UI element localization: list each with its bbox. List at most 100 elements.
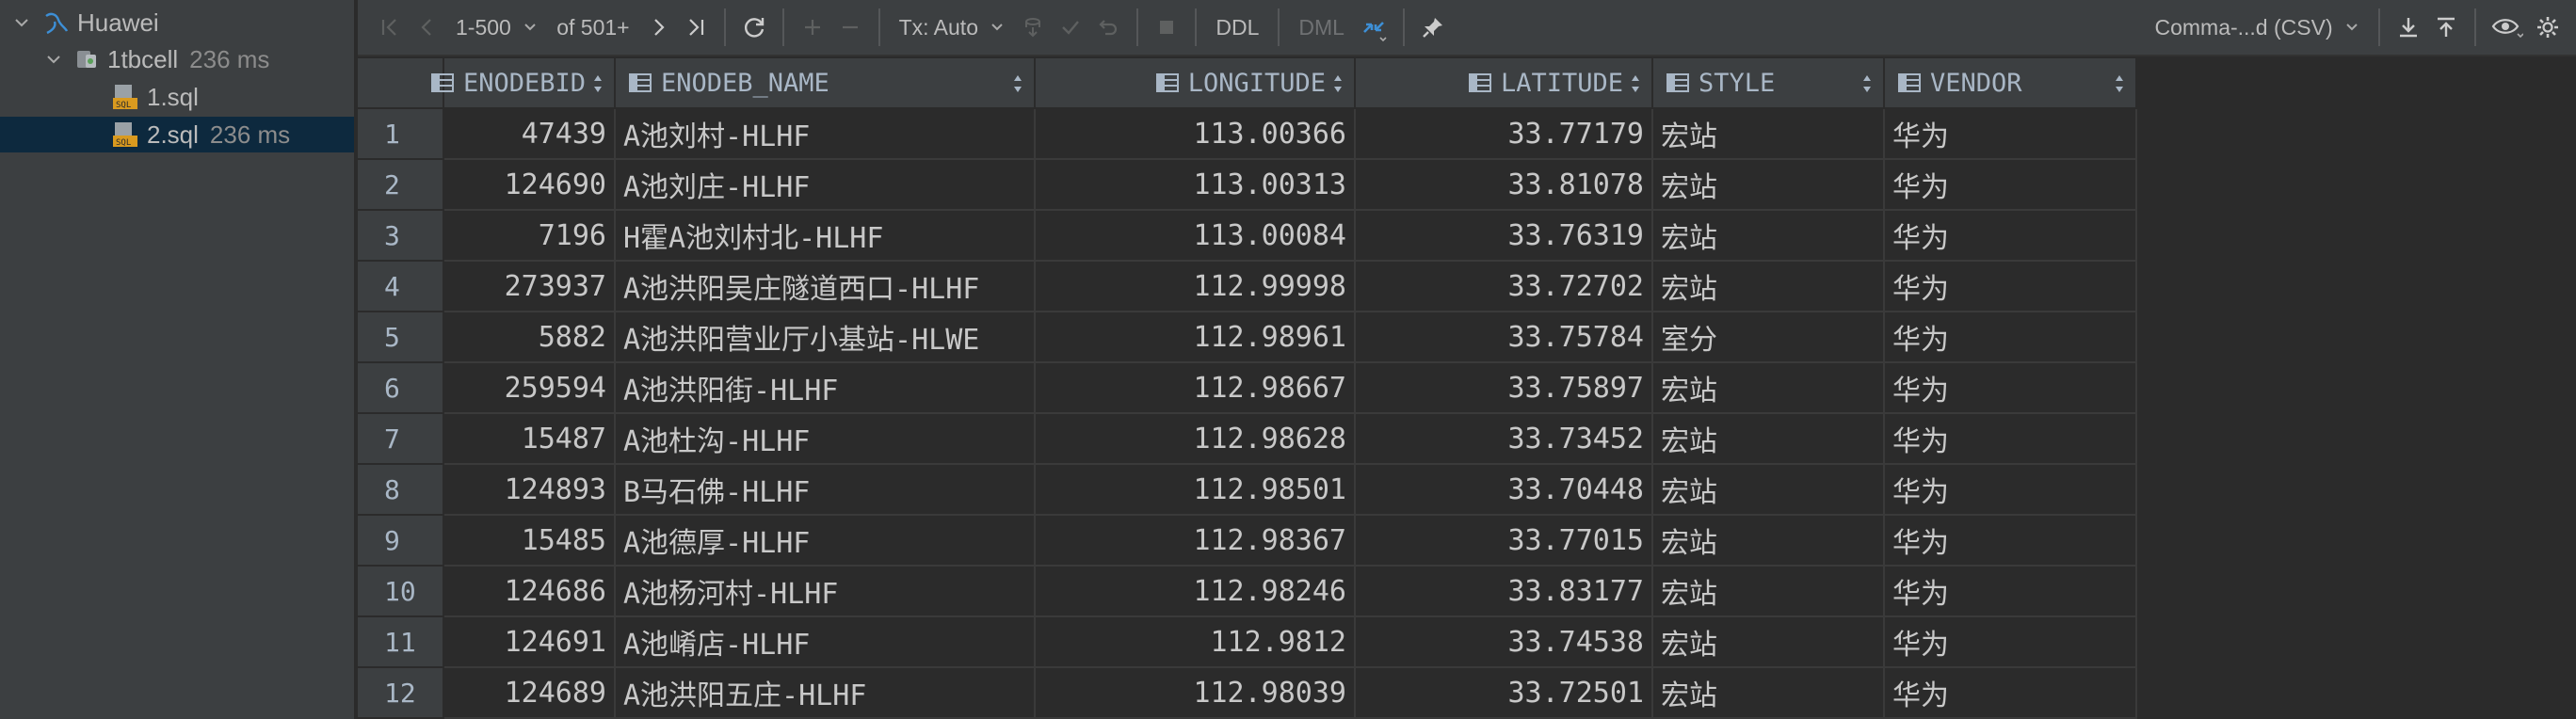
table-row[interactable]: 2 124690 A池刘庄-HLHF 113.00313 33.81078 宏站 华为 xyxy=(358,160,2278,211)
cell-longitude[interactable]: 112.98039 xyxy=(1036,668,1356,719)
first-page-icon[interactable] xyxy=(371,7,409,48)
cell-style[interactable]: 宏站 xyxy=(1653,414,1885,465)
sort-icon[interactable] xyxy=(1862,73,1872,94)
column-header-vendor[interactable]: VENDOR xyxy=(1885,58,2137,109)
upload-icon[interactable] xyxy=(2427,7,2465,48)
column-header-longitude[interactable]: LONGITUDE xyxy=(1036,58,1356,109)
row-number[interactable]: 6 xyxy=(358,363,444,414)
add-row-icon[interactable] xyxy=(794,7,831,48)
cell-enodebid[interactable]: 124690 xyxy=(444,160,616,211)
cell-style[interactable]: 宏站 xyxy=(1653,465,1885,516)
row-number[interactable]: 2 xyxy=(358,160,444,211)
cell-longitude[interactable]: 113.00313 xyxy=(1036,160,1356,211)
tree-item-huawei[interactable]: Huawei xyxy=(0,5,354,40)
sort-icon[interactable] xyxy=(1631,73,1640,94)
table-row[interactable]: 5 5882 A池洪阳营业厅小基站-HLWE 112.98961 33.75784 室分华… xyxy=(358,312,2278,363)
cell-vendor[interactable]: 华为 xyxy=(1885,617,2137,668)
table-row[interactable]: 11 124691 A池崤店-HLHF 112.9812 33.74538 宏站 华为 xyxy=(358,617,2278,668)
table-row[interactable]: 3 7196 H霍A池刘村北-HLHF 113.00084 33.76319 宏站 华为 xyxy=(358,211,2278,262)
cell-style[interactable]: 室分 xyxy=(1653,312,1885,363)
transaction-mode-select[interactable]: Tx: Auto xyxy=(890,15,1015,40)
next-page-icon[interactable] xyxy=(639,7,677,48)
row-number[interactable]: 4 xyxy=(358,262,444,312)
cell-enodeb-name[interactable]: A池洪阳五庄-HLHF xyxy=(616,668,1036,719)
cell-style[interactable]: 宏站 xyxy=(1653,668,1885,719)
sort-icon[interactable] xyxy=(1013,73,1022,94)
row-number[interactable]: 3 xyxy=(358,211,444,262)
cell-vendor[interactable]: 华为 xyxy=(1885,516,2137,567)
table-row[interactable]: 9 15485 A池德厚-HLHF 112.98367 33.77015 宏站 华为 xyxy=(358,516,2278,567)
cell-latitude[interactable]: 33.83177 xyxy=(1356,567,1653,617)
cell-enodeb-name[interactable]: A池杨河村-HLHF xyxy=(616,567,1036,617)
stop-icon[interactable] xyxy=(1148,7,1185,48)
table-row[interactable]: 8 124893 B马石佛-HLHF 112.98501 33.70448 宏站 华为 xyxy=(358,465,2278,516)
cell-enodebid[interactable]: 47439 xyxy=(444,109,616,160)
cell-enodeb-name[interactable]: A池杜沟-HLHF xyxy=(616,414,1036,465)
cell-style[interactable]: 宏站 xyxy=(1653,262,1885,312)
cell-vendor[interactable]: 华为 xyxy=(1885,160,2137,211)
cell-style[interactable]: 宏站 xyxy=(1653,211,1885,262)
row-number[interactable]: 8 xyxy=(358,465,444,516)
cell-enodebid[interactable]: 124691 xyxy=(444,617,616,668)
cell-latitude[interactable]: 33.70448 xyxy=(1356,465,1653,516)
compare-icon[interactable] xyxy=(1354,7,1393,48)
cell-enodeb-name[interactable]: A池洪阳营业厅小基站-HLWE xyxy=(616,312,1036,363)
cell-enodebid[interactable]: 7196 xyxy=(444,211,616,262)
previous-page-icon[interactable] xyxy=(409,7,446,48)
cell-style[interactable]: 宏站 xyxy=(1653,567,1885,617)
last-page-icon[interactable] xyxy=(677,7,715,48)
cell-latitude[interactable]: 33.75784 xyxy=(1356,312,1653,363)
cell-style[interactable]: 宏站 xyxy=(1653,516,1885,567)
row-number[interactable]: 5 xyxy=(358,312,444,363)
page-range-select[interactable]: 1-500 xyxy=(446,15,547,40)
cell-vendor[interactable]: 华为 xyxy=(1885,211,2137,262)
cell-enodeb-name[interactable]: A池洪阳街-HLHF xyxy=(616,363,1036,414)
cell-vendor[interactable]: 华为 xyxy=(1885,363,2137,414)
submit-db-icon[interactable] xyxy=(1014,7,1052,48)
row-number[interactable]: 1 xyxy=(358,109,444,160)
cell-enodebid[interactable]: 273937 xyxy=(444,262,616,312)
cell-longitude[interactable]: 112.98961 xyxy=(1036,312,1356,363)
row-number[interactable]: 10 xyxy=(358,567,444,617)
cell-style[interactable]: 宏站 xyxy=(1653,109,1885,160)
cell-latitude[interactable]: 33.77015 xyxy=(1356,516,1653,567)
export-format-select[interactable]: Comma-...d (CSV) xyxy=(2145,15,2369,40)
table-row[interactable]: 6 259594 A池洪阳街-HLHF 112.98667 33.75897 宏站 华为 xyxy=(358,363,2278,414)
cell-enodeb-name[interactable]: A池刘村-HLHF xyxy=(616,109,1036,160)
cell-longitude[interactable]: 112.99998 xyxy=(1036,262,1356,312)
cell-vendor[interactable]: 华为 xyxy=(1885,312,2137,363)
cell-vendor[interactable]: 华为 xyxy=(1885,567,2137,617)
row-number[interactable]: 11 xyxy=(358,617,444,668)
cell-latitude[interactable]: 33.81078 xyxy=(1356,160,1653,211)
column-header-enodeb-name[interactable]: ENODEB_NAME xyxy=(616,58,1036,109)
cell-enodeb-name[interactable]: B马石佛-HLHF xyxy=(616,465,1036,516)
refresh-icon[interactable] xyxy=(735,7,773,48)
cell-enodebid[interactable]: 15487 xyxy=(444,414,616,465)
row-number[interactable]: 9 xyxy=(358,516,444,567)
cell-enodebid[interactable]: 124893 xyxy=(444,465,616,516)
cell-enodebid[interactable]: 15485 xyxy=(444,516,616,567)
table-row[interactable]: 7 15487 A池杜沟-HLHF 112.98628 33.73452 宏站 华为 xyxy=(358,414,2278,465)
sort-icon[interactable] xyxy=(1333,73,1343,94)
cell-enodebid[interactable]: 5882 xyxy=(444,312,616,363)
tree-item-schema[interactable]: 1tbcell 236 ms xyxy=(0,41,354,77)
cell-vendor[interactable]: 华为 xyxy=(1885,109,2137,160)
sort-icon[interactable] xyxy=(593,73,603,94)
cell-longitude[interactable]: 113.00366 xyxy=(1036,109,1356,160)
cell-longitude[interactable]: 112.98367 xyxy=(1036,516,1356,567)
cell-longitude[interactable]: 113.00084 xyxy=(1036,211,1356,262)
cell-enodeb-name[interactable]: H霍A池刘村北-HLHF xyxy=(616,211,1036,262)
table-row[interactable]: 12 124689 A池洪阳五庄-HLHF 112.98039 33.72501 宏站 华为 xyxy=(358,668,2278,719)
cell-style[interactable]: 宏站 xyxy=(1653,160,1885,211)
row-number[interactable]: 12 xyxy=(358,668,444,719)
settings-gear-icon[interactable] xyxy=(2529,7,2567,48)
cell-latitude[interactable]: 33.74538 xyxy=(1356,617,1653,668)
column-header-latitude[interactable]: LATITUDE xyxy=(1356,58,1653,109)
cell-latitude[interactable]: 33.76319 xyxy=(1356,211,1653,262)
cell-enodeb-name[interactable]: A池德厚-HLHF xyxy=(616,516,1036,567)
cell-enodebid[interactable]: 259594 xyxy=(444,363,616,414)
cell-longitude[interactable]: 112.98501 xyxy=(1036,465,1356,516)
cell-enodeb-name[interactable]: A池崤店-HLHF xyxy=(616,617,1036,668)
cell-latitude[interactable]: 33.73452 xyxy=(1356,414,1653,465)
cell-longitude[interactable]: 112.98667 xyxy=(1036,363,1356,414)
